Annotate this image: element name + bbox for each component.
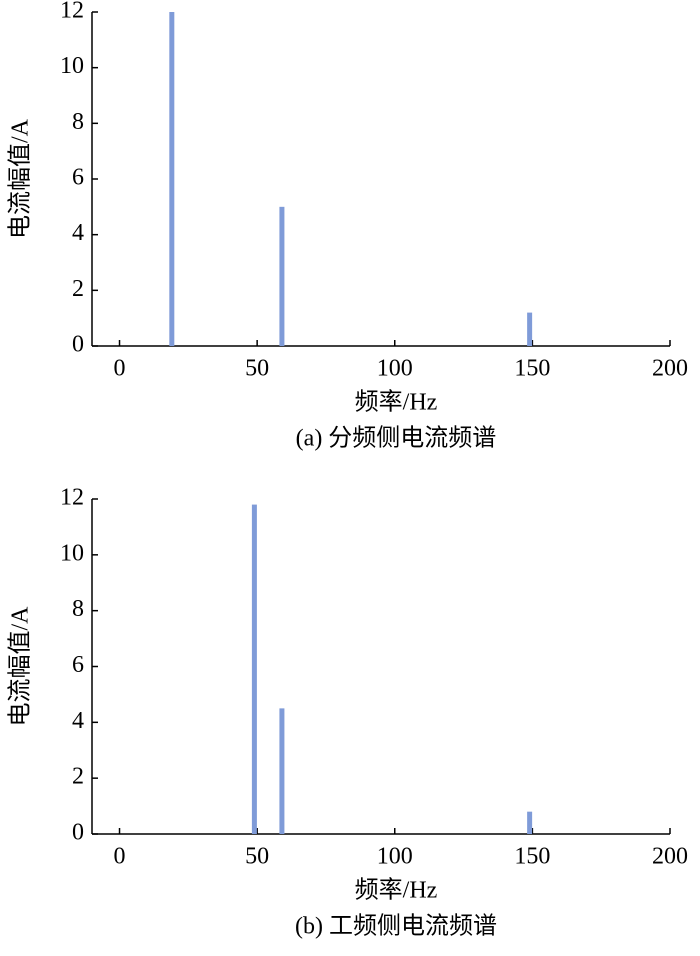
x-tick-label: 100 <box>377 356 413 382</box>
y-tick-label: 2 <box>72 764 84 790</box>
y-tick-label: 4 <box>72 220 84 246</box>
x-tick-label: 50 <box>245 356 269 382</box>
y-tick-label: 10 <box>60 540 84 566</box>
caption: (b) 工频侧电流频谱 <box>295 913 497 940</box>
y-tick-label: 10 <box>60 53 84 79</box>
y-tick-label: 12 <box>60 485 84 511</box>
y-tick-label: 6 <box>72 165 84 191</box>
y-tick-label: 2 <box>72 276 84 302</box>
y-axis-label: 电流幅值/A <box>7 118 34 239</box>
x-tick-label: 0 <box>114 356 126 382</box>
bar <box>169 12 175 346</box>
x-tick-label: 0 <box>114 844 126 870</box>
caption: (a) 分频侧电流频谱 <box>296 425 497 452</box>
y-tick-label: 8 <box>72 109 84 135</box>
y-axis-label: 电流幅值/A <box>7 606 34 727</box>
bar <box>279 708 285 834</box>
x-tick-label: 100 <box>377 844 413 870</box>
bar <box>251 504 257 834</box>
y-tick-label: 0 <box>72 820 84 846</box>
x-axis-label: 频率/Hz <box>355 389 438 416</box>
y-tick-label: 6 <box>72 652 84 678</box>
y-tick-label: 8 <box>72 596 84 622</box>
x-axis-label: 频率/Hz <box>355 877 438 904</box>
y-tick-label: 12 <box>60 0 84 24</box>
x-tick-label: 50 <box>245 844 269 870</box>
x-tick-label: 150 <box>514 844 550 870</box>
bar <box>527 312 533 346</box>
x-tick-label: 200 <box>652 356 688 382</box>
bar <box>279 206 285 346</box>
x-tick-label: 200 <box>652 844 688 870</box>
bar <box>527 811 533 834</box>
x-tick-label: 150 <box>514 356 550 382</box>
y-tick-label: 0 <box>72 332 84 358</box>
y-tick-label: 4 <box>72 708 84 734</box>
